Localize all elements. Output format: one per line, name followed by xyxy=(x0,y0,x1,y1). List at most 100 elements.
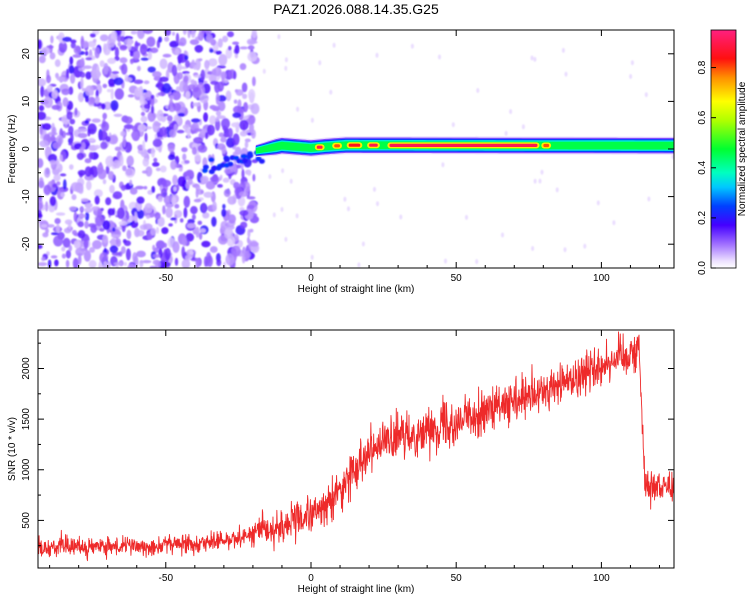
noise-speckle xyxy=(231,245,241,257)
noise-speckle xyxy=(117,41,122,47)
noise-speckle xyxy=(217,235,228,245)
sparse-speckle xyxy=(310,254,314,260)
noise-speckle xyxy=(97,208,102,218)
noise-speckle xyxy=(232,70,237,80)
noise-speckle xyxy=(218,132,225,138)
transition-blob xyxy=(246,151,253,157)
noise-speckle xyxy=(174,203,180,209)
noise-speckle xyxy=(114,88,125,100)
noise-speckle xyxy=(164,36,170,42)
noise-speckle xyxy=(52,126,57,136)
sparse-speckle xyxy=(281,168,285,174)
noise-speckle xyxy=(190,206,198,215)
noise-speckle xyxy=(216,143,226,151)
noise-speckle xyxy=(96,83,101,89)
noise-speckle xyxy=(62,97,69,107)
noise-speckle xyxy=(59,173,67,177)
noise-speckle xyxy=(218,54,228,66)
noise-speckle xyxy=(177,53,188,63)
noise-speckle xyxy=(47,259,52,268)
noise-speckle xyxy=(84,120,90,124)
noise-speckle xyxy=(150,105,155,114)
noise-speckle xyxy=(239,63,247,71)
noise-speckle xyxy=(70,73,76,84)
noise-speckle xyxy=(170,160,177,170)
noise-speckle xyxy=(177,72,183,80)
noise-speckle xyxy=(209,115,217,125)
sparse-speckle xyxy=(410,43,414,49)
sparse-speckle xyxy=(438,54,441,60)
noise-speckle xyxy=(88,152,94,160)
noise-speckle xyxy=(239,130,248,137)
snr-series-line xyxy=(38,331,674,562)
noise-speckle xyxy=(116,34,122,43)
noise-speckle xyxy=(206,124,215,136)
noise-speckle xyxy=(137,124,147,132)
noise-speckle xyxy=(196,188,204,195)
noise-speckle xyxy=(181,246,185,258)
transition-blob xyxy=(240,153,247,159)
noise-speckle xyxy=(46,74,51,84)
noise-speckle xyxy=(105,155,115,168)
noise-speckle xyxy=(158,36,163,43)
noise-speckle xyxy=(54,59,61,67)
sparse-speckle xyxy=(530,55,534,61)
noise-speckle xyxy=(220,71,227,80)
noise-speckle xyxy=(113,262,123,266)
noise-speckle xyxy=(40,224,48,228)
noise-speckle xyxy=(223,133,231,138)
noise-speckle xyxy=(197,220,203,225)
noise-speckle xyxy=(244,251,251,259)
sparse-speckle xyxy=(476,88,480,93)
noise-speckle xyxy=(77,127,88,133)
noise-speckle xyxy=(152,120,161,133)
noise-speckle xyxy=(139,43,148,56)
noise-speckle xyxy=(235,89,244,96)
noise-speckle xyxy=(77,221,84,228)
noise-speckle xyxy=(84,207,93,213)
noise-speckle xyxy=(212,201,217,212)
noise-speckle xyxy=(176,63,182,71)
noise-speckle xyxy=(45,227,49,234)
noise-speckle xyxy=(108,134,119,145)
noise-speckle xyxy=(76,152,84,160)
noise-speckle xyxy=(80,57,85,66)
colorbar-label: Normalized spectral amplitude xyxy=(737,81,748,216)
noise-speckle xyxy=(198,232,203,240)
noise-speckle xyxy=(39,124,43,135)
sparse-speckle xyxy=(318,60,322,66)
noise-speckle xyxy=(234,53,239,59)
noise-speckle xyxy=(45,201,49,212)
noise-speckle xyxy=(201,202,207,214)
noise-speckle xyxy=(42,123,52,131)
sparse-speckle xyxy=(630,60,634,66)
noise-speckle xyxy=(239,46,248,50)
noise-speckle xyxy=(211,68,217,76)
y-tick-label: 20 xyxy=(21,48,32,60)
noise-speckle xyxy=(157,216,165,227)
noise-speckle xyxy=(66,111,73,120)
noise-speckle xyxy=(215,50,222,55)
noise-speckle xyxy=(100,207,104,212)
noise-speckle xyxy=(79,206,84,212)
noise-speckle xyxy=(102,112,107,120)
noise-speckle xyxy=(144,203,153,214)
noise-speckle xyxy=(159,58,168,70)
sparse-speckle xyxy=(284,236,288,242)
noise-speckle xyxy=(212,107,220,112)
sparse-speckle xyxy=(561,47,565,53)
noise-speckle xyxy=(145,166,153,177)
sparse-speckle xyxy=(262,68,266,74)
noise-speckle xyxy=(227,196,237,205)
noise-speckle xyxy=(209,48,214,53)
noise-speckle xyxy=(206,34,213,44)
sparse-speckle xyxy=(295,213,299,219)
sparse-speckle xyxy=(509,109,513,115)
noise-speckle xyxy=(200,69,206,81)
noise-speckle xyxy=(50,255,58,259)
noise-speckle xyxy=(120,184,126,191)
noise-speckle xyxy=(139,95,144,105)
noise-speckle xyxy=(216,115,226,120)
noise-speckle xyxy=(67,221,72,229)
noise-speckle xyxy=(205,30,212,36)
